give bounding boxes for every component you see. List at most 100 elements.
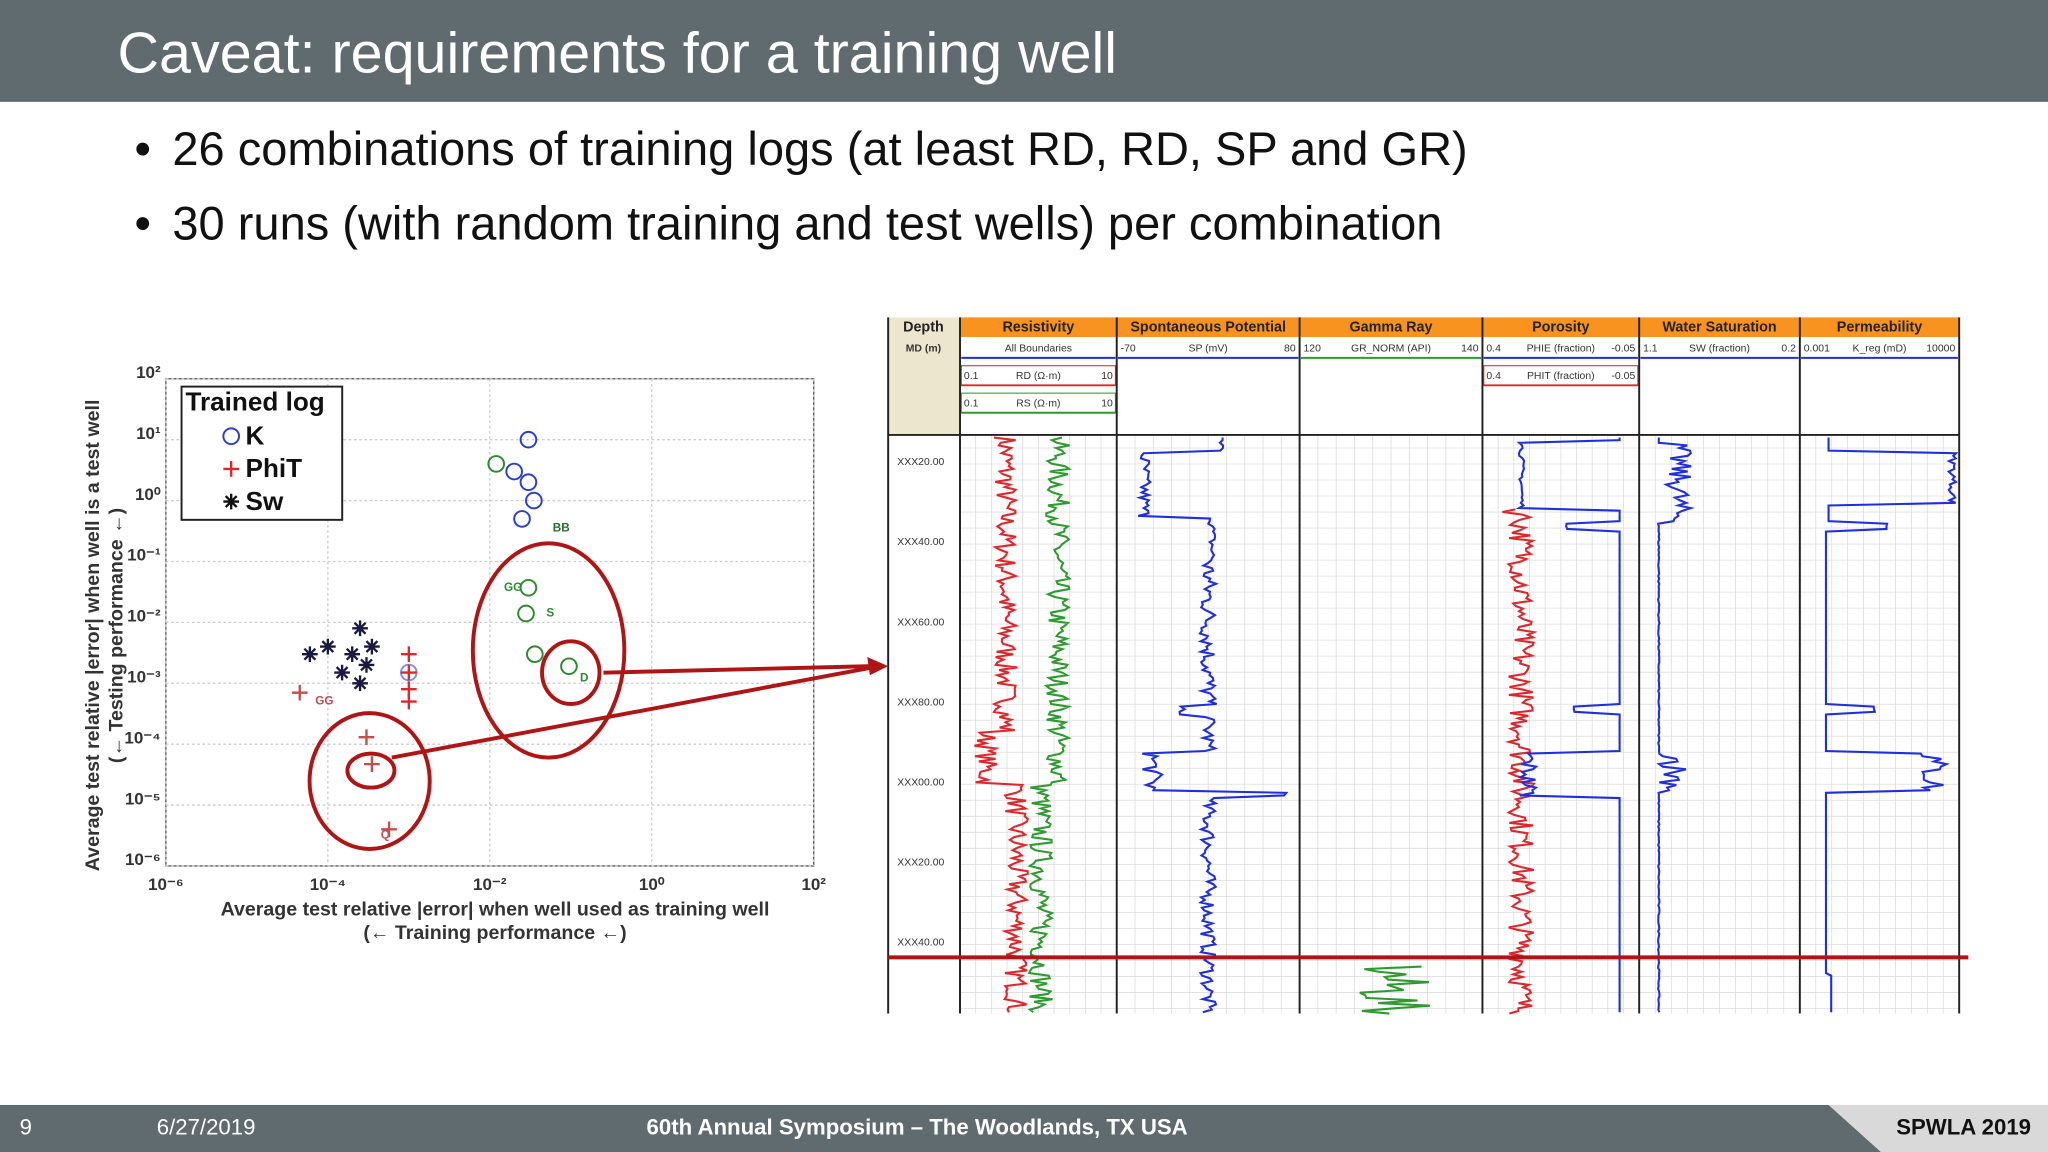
curve-name: RS (Ω·m) [1016,398,1060,409]
curve-min: 0.1 [964,371,979,382]
log-curve [1135,437,1289,1014]
curve-min: 0.4 [1486,344,1501,355]
curve-scale-box [960,365,1116,386]
footer-event: 60th Annual Symposium – The Woodlands, T… [647,1114,1188,1139]
curve-name: GR_NORM (API) [1351,344,1431,355]
data-point [526,645,544,664]
highlight-arrow [603,664,873,675]
data-point [364,638,380,655]
data-point [364,756,380,772]
slide-title: Caveat: requirements for a training well [118,22,1118,86]
log-curve [1502,508,1538,1015]
curve-max: -0.05 [1611,344,1635,355]
data-point [400,693,417,710]
curve-min: 0.4 [1486,371,1501,382]
curve-name: SW (fraction) [1689,344,1750,355]
curve-min: 0.001 [1804,344,1830,355]
bullet: 30 runs (with random training and test w… [172,197,1442,250]
track-header-row [960,317,1960,337]
x-tick-label: 10² [801,875,826,894]
depth-label: XXX80.00 [897,697,944,708]
data-point [505,462,523,481]
y-tick-label: 10⁻⁶ [125,850,161,869]
depth-label: XXX60.00 [897,617,944,628]
bullet: 26 combinations of training logs (at lea… [172,122,1467,175]
x-tick-label: 10⁻⁶ [148,875,184,894]
curve-name: PHIT (fraction) [1527,371,1595,382]
track-title: Gamma Ray [1350,320,1433,336]
x-tick-label: 10⁻² [473,875,507,894]
page-number: 9 [20,1114,32,1139]
y-axis-note: (← Testing performance ←) [106,508,128,763]
data-point [222,427,240,446]
data-point [513,510,531,528]
data-point [344,646,361,663]
curve-name: SP (mV) [1189,344,1228,355]
point-label: BB [553,521,570,534]
track-title: Water Saturation [1662,320,1776,336]
data-point [519,578,538,597]
data-point [381,821,397,838]
scatter-chart: 10⁻⁶ 10⁻⁴ 10⁻² 10⁰ 10² 10⁻⁶ 10⁻⁵ 10⁻⁴ 10⁻³ 10⁻² 10… [82,363,826,944]
data-point [400,664,417,681]
data-point [400,646,417,663]
track-title: Resistivity [1002,320,1074,336]
footer-brand: SPWLA 2019 [1896,1114,2031,1139]
log-curve [1656,437,1695,1013]
data-point [320,638,336,655]
highlight-overlay [307,541,1969,960]
curve-max: 10 [1101,371,1113,382]
highlight-arrow [391,665,873,760]
log-curve [1027,436,1073,1014]
data-point [487,455,506,473]
curve-name: RD (Ω·m) [1016,371,1061,382]
point-label: S [546,607,554,620]
y-tick-label: 10⁻² [127,607,161,626]
highlight-ellipse [540,639,602,706]
y-tick-label: 10² [136,363,161,382]
curve-max: -0.05 [1611,371,1635,382]
curve-min: 1.1 [1643,344,1658,355]
data-point [519,473,538,492]
y-tick-label: 10⁻⁵ [125,789,161,808]
y-tick-label: 10⁻¹ [127,546,161,565]
well-log: Depth MD (m) Resistivity All Boundaries RD (… [887,317,1961,1015]
point-label: GG [504,581,522,594]
legend-title: Trained log [185,386,324,416]
track-title: Spontaneous Potential [1130,320,1286,336]
bullet-dot: • [135,197,151,250]
highlight-ellipse [307,711,432,851]
data-point [291,684,308,701]
y-tick-label: 10⁻³ [127,668,161,687]
curve-name: K_reg (mD) [1853,344,1907,355]
data-point [358,657,375,673]
bullet-dot: • [135,122,151,175]
legend-label: Sw [246,486,284,516]
y-axis-label: Average test relative |error| when well … [82,400,104,872]
highlight-ellipse [345,751,397,790]
legend-label: PhiT [246,453,303,483]
curve-max: 140 [1461,344,1479,355]
curve-max: 0.2 [1781,344,1796,355]
log-curve [974,436,1030,1013]
depth-label: XXX40.00 [897,537,944,548]
footer-wedge [1828,1104,2048,1152]
log-curve [1515,437,1621,1013]
header-bar [0,0,2048,102]
x-tick-label: 10⁰ [639,875,665,894]
depth-label: XXX20.00 [897,857,944,868]
legend-label: K [246,420,265,450]
data-point [560,657,578,676]
point-label: Q [381,828,390,841]
curve-min: 0.1 [964,398,979,409]
curve-min: 120 [1304,344,1322,355]
data-point [358,729,375,746]
data-point [519,430,538,449]
legend-box [180,385,344,521]
x-axis-label: Average test relative |error| when well … [221,899,770,921]
data-point [223,461,240,477]
arrow-head [867,656,889,676]
track-title: Porosity [1532,320,1589,336]
depth-label: XXX40.00 [897,938,944,949]
